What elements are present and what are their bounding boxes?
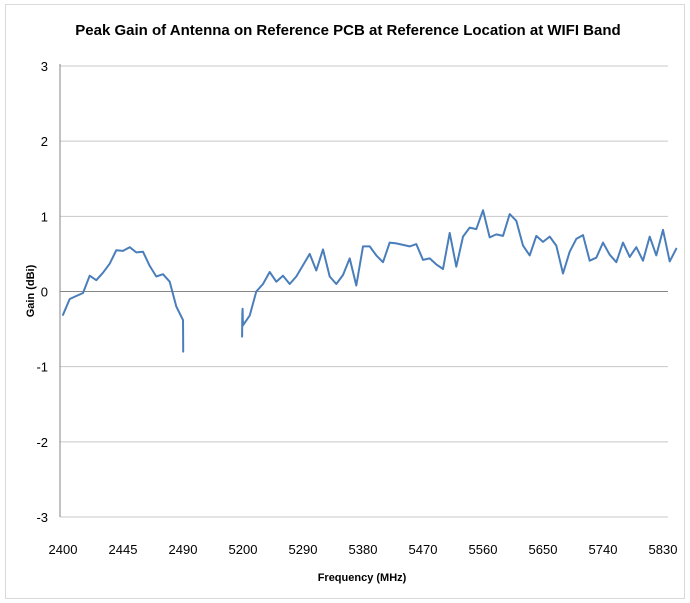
chart-title: Peak Gain of Antenna on Reference PCB at… (75, 22, 620, 39)
x-tick-label: 5650 (529, 542, 558, 557)
x-tick-label: 5560 (469, 542, 498, 557)
x-tick-labels: 2400 2445 2490 5200 5290 5380 5470 5560 5650 5740… (49, 542, 678, 557)
y-axis-title: Gain (dBi) (25, 264, 37, 317)
y-tick-labels: -3 -2 -1 0 1 2 3 (36, 59, 48, 525)
x-tick-label: 2400 (49, 542, 78, 557)
x-tick-label: 2490 (169, 542, 198, 557)
x-tick-label: 5200 (229, 542, 258, 557)
y-tick-label: 2 (41, 134, 48, 149)
chart-frame (5, 4, 685, 599)
y-tick-label: 3 (41, 59, 48, 74)
series-line-segment-2 (241, 209, 678, 338)
y-tick-label: -1 (36, 360, 48, 375)
y-tick-label: -3 (36, 510, 48, 525)
x-tick-label: 5470 (409, 542, 438, 557)
series-gain (62, 209, 678, 353)
y-tick-label: 0 (41, 285, 48, 300)
x-tick-label: 5740 (589, 542, 618, 557)
series-line-segment-1 (62, 246, 185, 353)
gridlines (60, 65, 668, 518)
x-tick-label: 5830 (649, 542, 678, 557)
x-tick-label: 2445 (109, 542, 138, 557)
x-tick-label: 5380 (349, 542, 378, 557)
y-tick-label: 1 (41, 209, 48, 224)
x-axis-title: Frequency (MHz) (318, 572, 407, 584)
x-tick-label: 5290 (289, 542, 318, 557)
y-tick-label: -2 (36, 435, 48, 450)
